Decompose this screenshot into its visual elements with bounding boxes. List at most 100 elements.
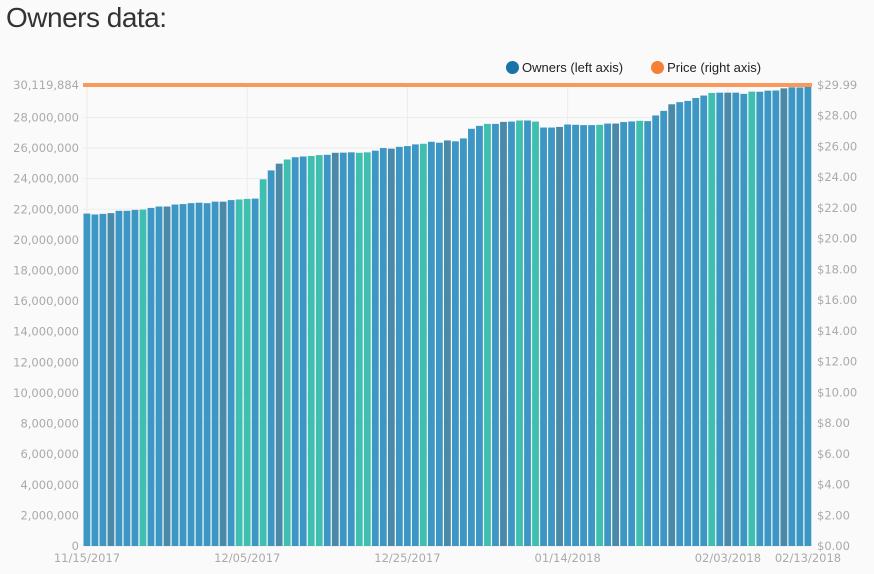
owners-bar xyxy=(347,152,355,546)
legend: Owners (left axis) Price (right axis) xyxy=(506,60,761,75)
owners-bar xyxy=(387,148,395,546)
owners-bar xyxy=(484,123,491,546)
owners-bar xyxy=(355,152,363,546)
owners-bar xyxy=(644,121,652,547)
owners-bar xyxy=(596,124,604,546)
owners-bar xyxy=(171,204,179,546)
legend-label-price: Price (right axis) xyxy=(667,60,762,75)
left-tick-label: 6,000,000 xyxy=(20,447,79,461)
owners-bar xyxy=(740,93,748,546)
left-tick-label: 28,000,000 xyxy=(13,110,79,124)
owners-bar xyxy=(187,203,195,546)
owners-bar xyxy=(291,157,299,546)
owners-bar xyxy=(492,123,499,546)
owners-bar xyxy=(468,128,475,546)
owners-bar xyxy=(131,209,139,547)
owners-bar xyxy=(371,150,379,547)
left-tick-label: 18,000,000 xyxy=(13,264,79,278)
owners-bar xyxy=(652,115,660,546)
owners-bar xyxy=(764,90,772,547)
owners-bar xyxy=(219,201,227,546)
left-tick-label: 8,000,000 xyxy=(20,417,79,431)
x-tick-label: 12/05/2017 xyxy=(214,551,280,565)
owners-bar xyxy=(99,213,107,547)
right-tick-label: $6.00 xyxy=(817,447,850,461)
owners-bar xyxy=(788,87,796,546)
right-tick-label: $22.00 xyxy=(817,201,857,215)
legend-label-owners: Owners (left axis) xyxy=(522,60,624,75)
right-tick-label: $18.00 xyxy=(817,262,857,276)
owners-bar xyxy=(476,125,483,546)
right-tick-label: $12.00 xyxy=(817,355,857,369)
owners-bar xyxy=(508,121,515,547)
right-tick-label: $24.00 xyxy=(817,170,857,184)
owners-bar xyxy=(339,152,347,546)
owners-bar xyxy=(147,207,155,546)
owners-bar xyxy=(179,204,187,546)
owners-bar xyxy=(708,92,716,546)
x-tick-label: 02/13/2018 xyxy=(775,551,841,565)
legend-item-price[interactable]: Price (right axis) xyxy=(651,60,761,75)
owners-bar xyxy=(107,213,115,546)
owners-bar xyxy=(780,88,788,547)
owners-bar xyxy=(411,144,419,546)
right-tick-label: $16.00 xyxy=(817,293,857,307)
left-tick-label: 10,000,000 xyxy=(13,386,79,400)
owners-bar xyxy=(307,156,315,547)
right-tick-label: $20.00 xyxy=(817,232,857,246)
left-tick-label: 22,000,000 xyxy=(13,202,79,216)
x-tick-label: 02/03/2018 xyxy=(695,551,761,565)
right-tick-label: $2.00 xyxy=(817,508,850,522)
owners-bar xyxy=(331,152,339,546)
owners-bar xyxy=(195,202,203,546)
owners-bar xyxy=(243,198,251,547)
owners-bar xyxy=(636,120,644,546)
owners-bar xyxy=(620,122,628,547)
owners-bar xyxy=(115,210,123,547)
owners-bar xyxy=(443,140,451,546)
owners-bar xyxy=(716,92,724,547)
x-tick-label: 01/14/2018 xyxy=(535,551,601,565)
price-legend-dot-icon xyxy=(651,61,665,74)
owners-bar xyxy=(548,127,555,547)
owners-bar xyxy=(724,92,732,547)
owners-bar xyxy=(403,146,411,546)
owners-bar xyxy=(612,123,620,547)
owners-bar xyxy=(83,213,91,546)
left-tick-label: 26,000,000 xyxy=(13,141,79,155)
left-tick-label: 0 xyxy=(72,539,79,553)
left-tick-label: 4,000,000 xyxy=(20,478,79,492)
owners-bar xyxy=(540,127,547,547)
chart-title: Owners data: xyxy=(6,2,167,33)
owners-bar xyxy=(500,121,507,546)
owners-bar xyxy=(700,95,708,546)
right-tick-label: $8.00 xyxy=(817,416,850,430)
owners-bar xyxy=(556,126,563,546)
left-tick-label: 20,000,000 xyxy=(13,233,79,247)
owners-bar xyxy=(203,203,211,546)
owners-bar xyxy=(123,210,131,547)
owners-bar xyxy=(283,159,291,547)
owners-bar xyxy=(604,123,612,547)
owners-bar xyxy=(227,200,235,546)
owners-bar xyxy=(796,87,804,546)
owners-legend-dot-icon xyxy=(506,61,519,74)
owners-bar xyxy=(732,92,740,547)
owners-bar xyxy=(163,206,171,546)
owners-bar xyxy=(315,155,323,547)
owners-bar xyxy=(460,138,467,546)
owners-bar xyxy=(524,120,531,547)
owners-bar xyxy=(267,170,275,546)
owners-bar xyxy=(275,163,283,546)
owners-bar xyxy=(139,209,147,546)
left-tick-label: 2,000,000 xyxy=(20,508,79,522)
left-tick-label: 24,000,000 xyxy=(13,172,79,186)
owners-bar xyxy=(564,124,571,547)
owners-bar xyxy=(588,125,596,547)
owners-bar xyxy=(692,98,700,546)
owners-bar xyxy=(379,148,387,547)
owners-bar xyxy=(235,199,243,546)
legend-item-owners[interactable]: Owners (left axis) xyxy=(506,60,623,75)
owners-bar xyxy=(572,124,579,546)
